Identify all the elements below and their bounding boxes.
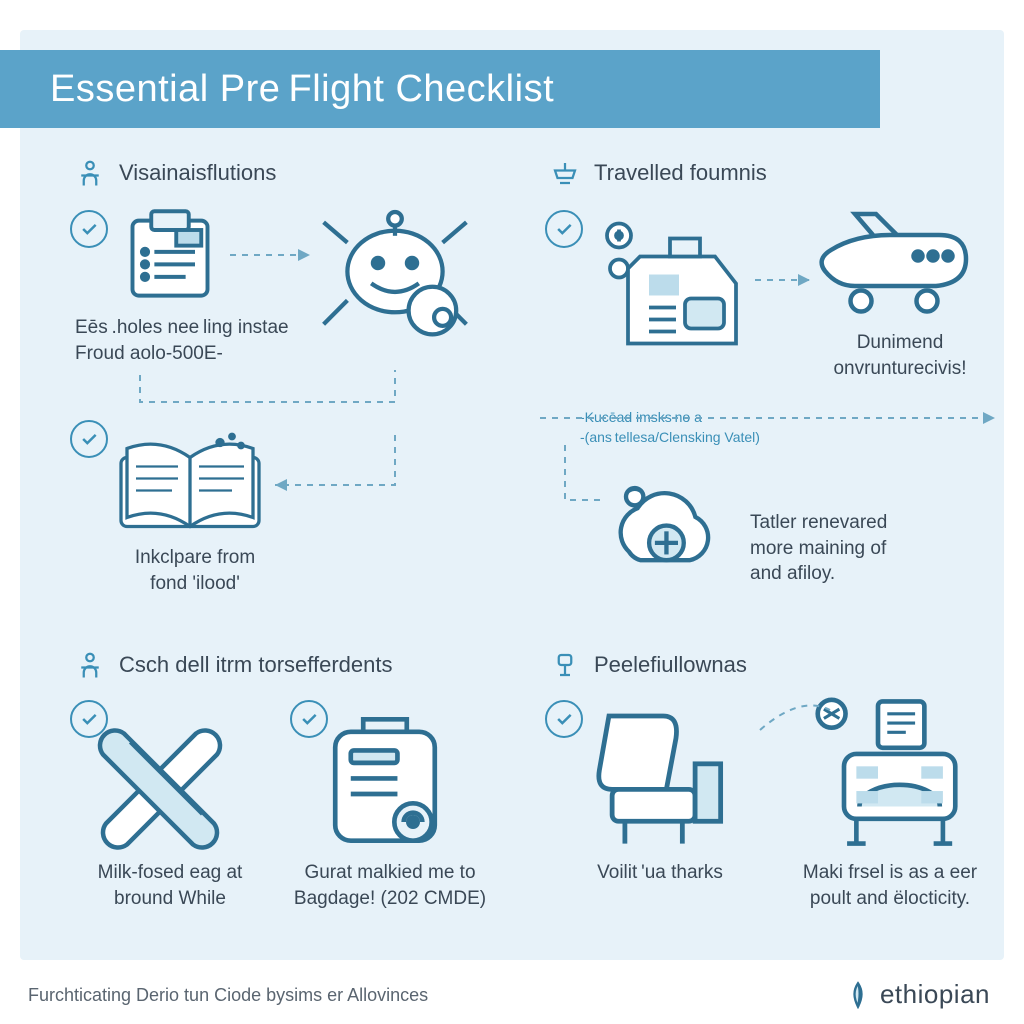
caption-line: Dunimend: [857, 332, 944, 353]
caption: Inkclpare from fond 'ilood': [115, 545, 275, 596]
caption-line: bround While: [114, 888, 226, 909]
checkmark-icon: [79, 429, 99, 449]
caption-line: fond 'ilood': [150, 573, 240, 594]
check-badge: [545, 700, 583, 738]
seat-icon: [580, 700, 740, 850]
caption-line: poult and ëlocticity.: [810, 888, 970, 909]
checkmark-icon: [299, 709, 319, 729]
caption-line: Tatler renevared: [750, 512, 887, 533]
check-badge: [545, 210, 583, 248]
caption: Tatler renevared more maining of and afi…: [750, 510, 950, 587]
baggage-stand-icon: [550, 650, 580, 680]
mascot-icon: [310, 195, 480, 365]
caption-line: Maki frsel is as a eer: [803, 862, 977, 883]
caption-line: Inkclpare from: [135, 547, 255, 568]
title-bar: Essential Pre Flight Checklist: [0, 50, 880, 128]
section-header-4: Peelefiullownas: [550, 650, 747, 680]
note-line: -Kucēad imsks no a: [580, 409, 702, 425]
person-seat-icon: [75, 158, 105, 188]
footer-text: Furchticating Derio tun Ciode bysims er …: [28, 985, 428, 1006]
person-seat-icon: [75, 650, 105, 680]
checkmark-icon: [79, 219, 99, 239]
caption-line: Milk-fosed eag at: [98, 862, 243, 883]
caption-line: more maining of: [750, 538, 886, 559]
check-badge: [70, 420, 108, 458]
section-header-2: Travelled foumnis: [550, 158, 767, 188]
kiosk-icon: [810, 695, 980, 850]
brand-logo: ethiopian: [844, 979, 990, 1010]
infographic-panel: Essential Pre Flight Checklist Visainais…: [20, 30, 1004, 960]
checkmark-icon: [554, 219, 574, 239]
crossed-boards-icon: [85, 710, 235, 850]
section-header-3: Csch dell itrm torsefferdents: [75, 650, 392, 680]
caption-line: and afiloy.: [750, 563, 835, 584]
caption: Voilit 'ua tharks: [575, 860, 745, 886]
section-label: Csch dell itrm torsefferdents: [119, 652, 392, 678]
check-badge: [70, 210, 108, 248]
caption: Milk-fosed eag at bround While: [75, 860, 265, 911]
suitcase-icon: [320, 710, 450, 850]
section-label: Visainaisflutions: [119, 160, 276, 186]
brand-mark-icon: [844, 981, 872, 1009]
caption: Gurat malkied me to Bagdage! (202 CMDE): [280, 860, 500, 911]
clipboard-icon: [120, 205, 220, 305]
caption-line: Bagdage! (202 CMDE): [294, 888, 486, 909]
caption: Maki frsel is as a eer poult and ëloctic…: [790, 860, 990, 911]
caption: Eēs .holes nee ling instae Froud aolo-50…: [75, 315, 305, 366]
checkmark-icon: [554, 709, 574, 729]
section-header-1: Visainaisflutions: [75, 158, 276, 188]
caption-line: Voilit 'ua tharks: [597, 862, 723, 883]
section-label: Travelled foumnis: [594, 160, 767, 186]
page-title: Essential Pre Flight Checklist: [50, 68, 554, 111]
brand-name: ethiopian: [880, 979, 990, 1010]
section-label: Peelefiullownas: [594, 652, 747, 678]
caption-line: Gurat malkied me to: [304, 862, 475, 883]
caption-line: Froud aolo-500E-: [75, 343, 223, 364]
small-note: -Kucēad imsks no a -(ans tellesa/Clenski…: [580, 408, 760, 447]
tray-icon: [550, 158, 580, 188]
caption: Dunimend onvrunturecivis!: [820, 330, 980, 381]
caption-line: Eēs .holes nee ling instae: [75, 317, 289, 338]
luggage-scanner-icon: [595, 215, 745, 355]
airplane-icon: [810, 205, 975, 325]
thought-cloud-icon: [600, 485, 730, 595]
open-book-icon: [115, 425, 265, 535]
note-line: -(ans tellesa/Clensking Vatel): [580, 429, 760, 445]
caption-line: onvrunturecivis!: [833, 358, 966, 379]
